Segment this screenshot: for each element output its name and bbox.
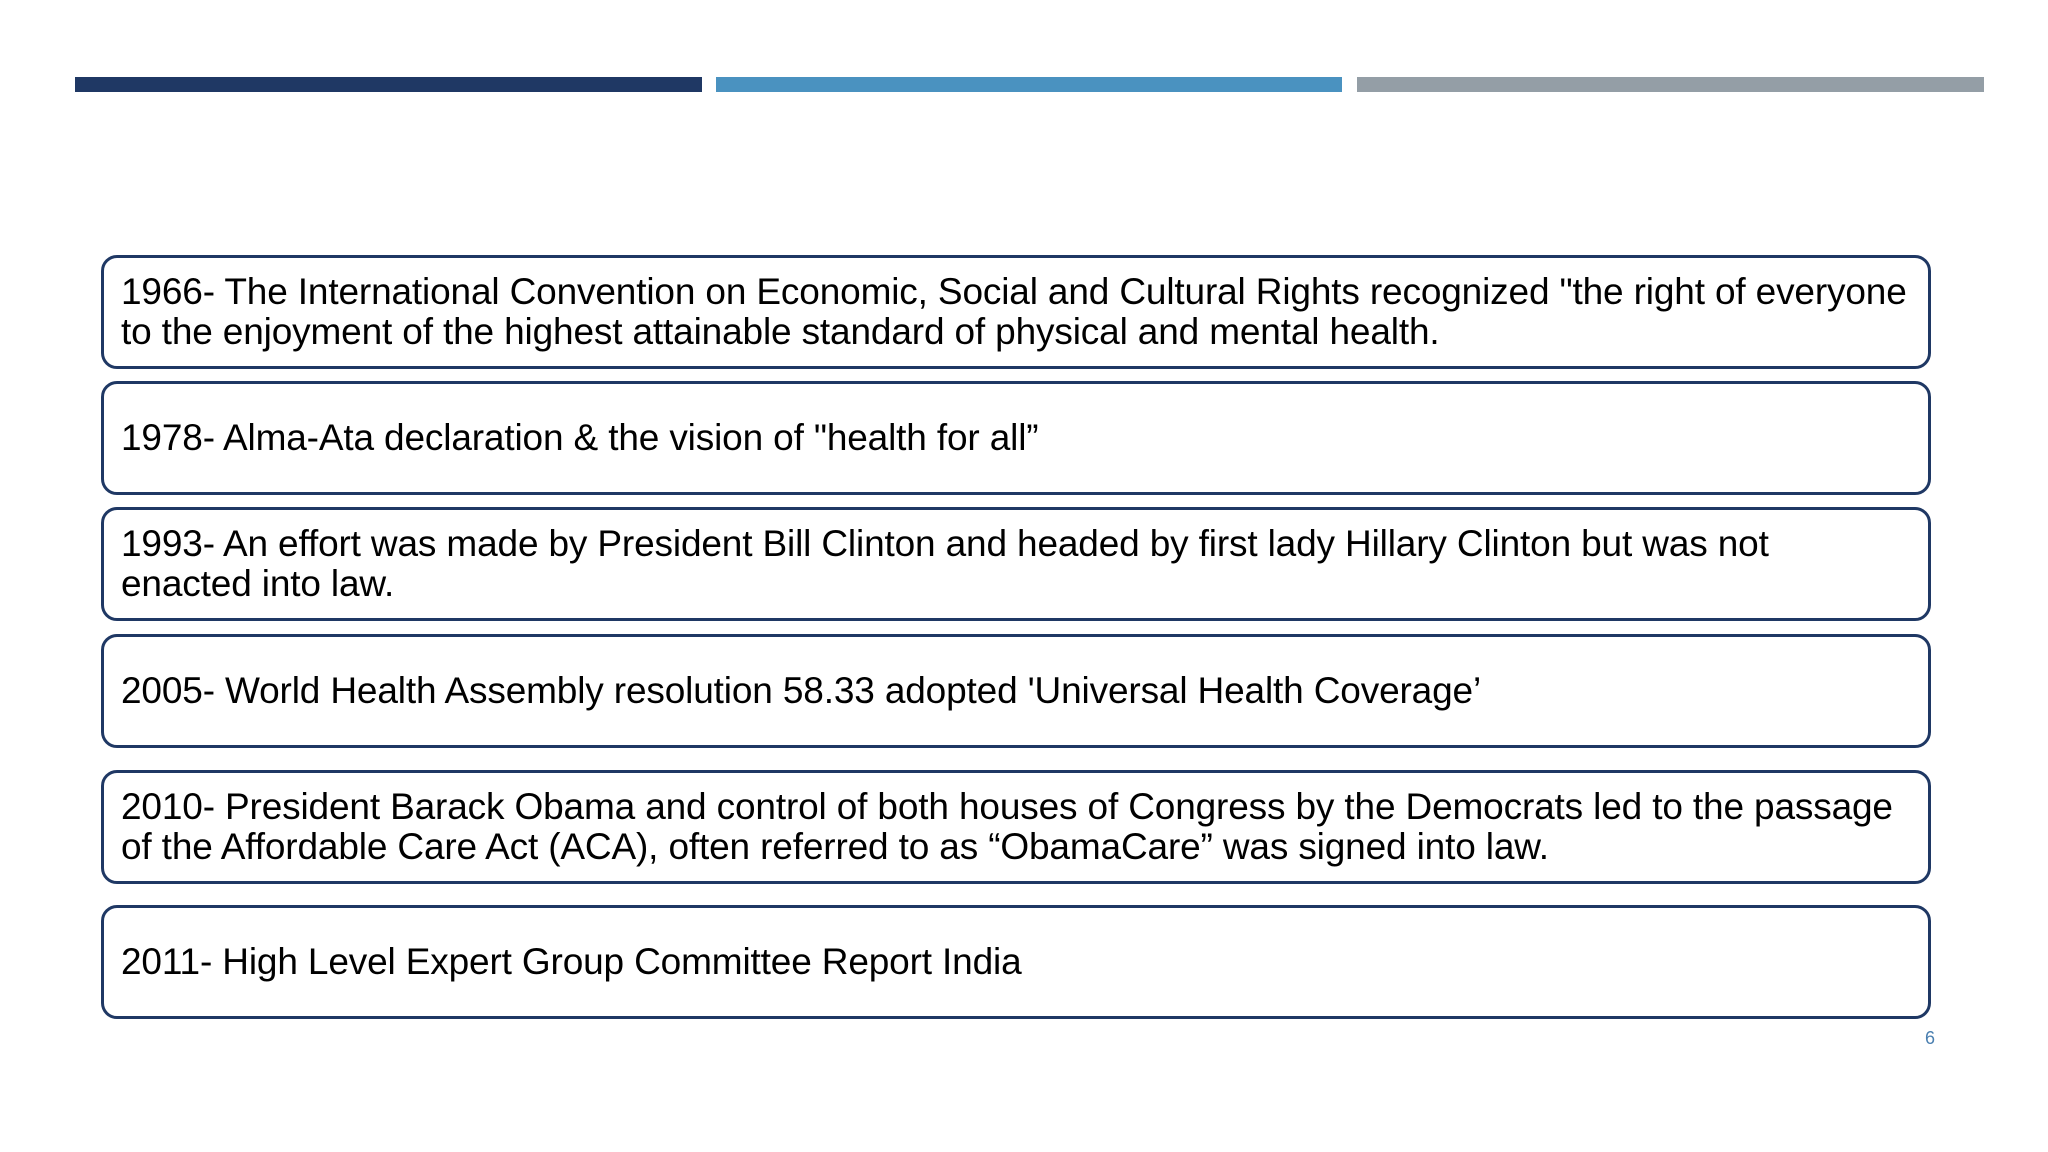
timeline-item-text: 2011- High Level Expert Group Committee … [121,941,1022,982]
timeline-item-2005: 2005- World Health Assembly resolution 5… [101,634,1931,748]
accent-bar-gray [1357,77,1984,92]
timeline-item-2010: 2010- President Barack Obama and control… [101,770,1931,884]
accent-bar-blue [716,77,1342,92]
timeline-item-text: 1978- Alma-Ata declaration & the vision … [121,417,1039,458]
timeline-item-1978: 1978- Alma-Ata declaration & the vision … [101,381,1931,495]
timeline-item-text: 2010- President Barack Obama and control… [121,786,1893,867]
timeline-item-text: 1993- An effort was made by President Bi… [121,523,1769,604]
timeline-item-text: 2005- World Health Assembly resolution 5… [121,670,1482,711]
timeline-item-1993: 1993- An effort was made by President Bi… [101,507,1931,621]
slide-page-number: 6 [1925,1028,1936,1048]
timeline-item-text: 1966- The International Convention on Ec… [121,271,1907,352]
accent-bar-navy [75,77,702,92]
timeline-item-2011: 2011- High Level Expert Group Committee … [101,905,1931,1019]
timeline-item-1966: 1966- The International Convention on Ec… [101,255,1931,369]
